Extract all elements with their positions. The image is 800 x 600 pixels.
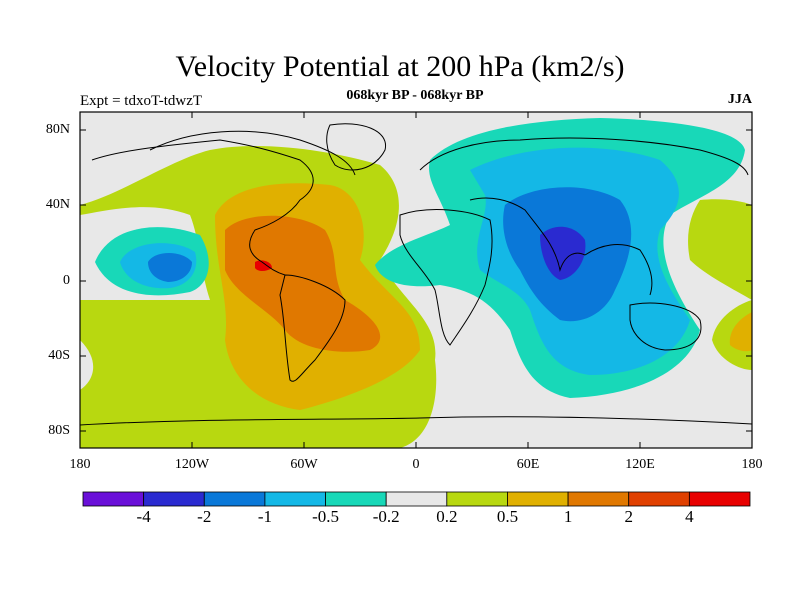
colorbar-swatch [507,492,568,506]
colorbar [83,492,750,506]
contour-fields [80,112,752,448]
colorbar-label: -1 [240,507,290,527]
lon-label-120w: 120W [162,457,222,473]
lat-label-40s: 40S [0,348,70,364]
lon-label-180e: 180 [722,457,782,473]
colorbar-label: -4 [119,507,169,527]
colorbar-label: -0.2 [361,507,411,527]
lon-label-120e: 120E [610,457,670,473]
colorbar-label: -2 [179,507,229,527]
colorbar-swatch [689,492,750,506]
colorbar-swatch [204,492,265,506]
colorbar-swatch [144,492,205,506]
colorbar-label: 1 [543,507,593,527]
lon-label-60w: 60W [274,457,334,473]
lon-label-180w: 180 [50,457,110,473]
colorbar-swatch [326,492,387,506]
colorbar-swatch [386,492,447,506]
colorbar-swatch [447,492,508,506]
lat-label-80s: 80S [0,423,70,439]
colorbar-swatch [83,492,144,506]
colorbar-swatch [629,492,690,506]
colorbar-label: -0.5 [301,507,351,527]
colorbar-swatch [265,492,326,506]
colorbar-swatch [568,492,629,506]
lat-label-0: 0 [0,273,70,289]
lon-label-0: 0 [386,457,446,473]
colorbar-label: 0.2 [422,507,472,527]
colorbar-label: 0.5 [482,507,532,527]
lat-label-80n: 80N [0,122,70,138]
colorbar-label: 4 [664,507,714,527]
lon-label-60e: 60E [498,457,558,473]
lat-label-40n: 40N [0,197,70,213]
colorbar-label: 2 [604,507,654,527]
